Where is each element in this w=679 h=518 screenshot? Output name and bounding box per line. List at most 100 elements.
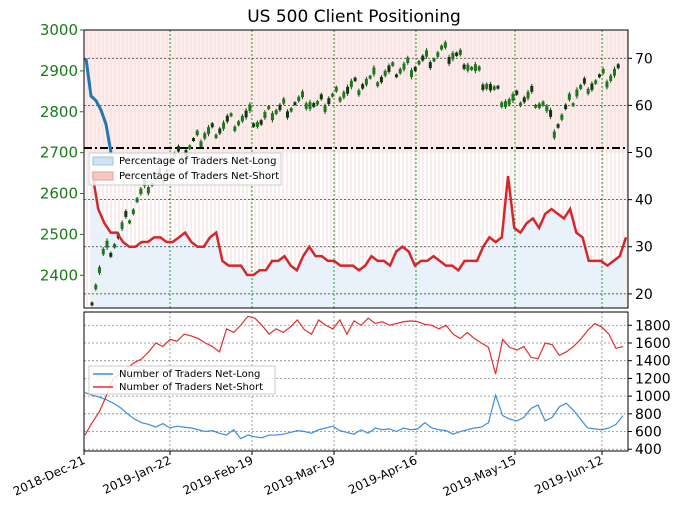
- candle-body: [470, 66, 474, 70]
- candle-body: [526, 91, 530, 99]
- left-tick-label: 2900: [40, 62, 78, 80]
- candle-body: [131, 209, 135, 214]
- top-legend-box: [88, 152, 282, 186]
- candle-body: [364, 78, 368, 85]
- candle-body: [440, 45, 444, 50]
- candle-body: [515, 90, 519, 95]
- candle-body: [379, 76, 383, 83]
- candle-body: [488, 84, 492, 91]
- candle-body: [575, 89, 579, 97]
- candle-body: [530, 85, 534, 92]
- candle-body: [218, 128, 222, 134]
- candle-body: [402, 63, 406, 70]
- candle-body: [188, 145, 192, 149]
- candle-body: [109, 252, 113, 257]
- candle-body: [240, 115, 244, 122]
- candle-body: [293, 102, 297, 106]
- left-tick-label: 3000: [40, 21, 78, 39]
- candle-body: [244, 110, 248, 118]
- candle-body: [473, 64, 477, 72]
- candle-body: [455, 52, 459, 56]
- candle-body: [331, 93, 335, 97]
- candle-body: [398, 68, 402, 74]
- candle-body: [176, 146, 180, 152]
- bottom-right-tick-label: 1000: [635, 389, 671, 405]
- candle-body: [582, 78, 586, 84]
- candle-body: [597, 74, 601, 78]
- legend-label-net-short: Percentage of Traders Net-Short: [119, 171, 279, 182]
- candle-body: [304, 103, 308, 109]
- right-tick-label: 30: [635, 240, 653, 256]
- candle-body: [323, 105, 327, 112]
- short-shade-area: [84, 30, 628, 154]
- bottom-right-tick-label: 600: [635, 425, 662, 441]
- series-count-net-short: [84, 315, 624, 436]
- candle-body: [263, 112, 267, 118]
- candle-body: [146, 187, 150, 194]
- bottom-right-tick-label: 800: [635, 407, 662, 423]
- candle-body: [417, 60, 421, 65]
- candle-body: [124, 211, 128, 217]
- candle-body: [590, 83, 594, 90]
- candle-body: [496, 85, 500, 89]
- candle-body: [537, 103, 541, 108]
- candle-body: [316, 101, 320, 105]
- candle-body: [541, 101, 545, 106]
- candle-body: [338, 97, 342, 102]
- x-tick-label: 2019-Jun-12: [532, 453, 605, 497]
- candle-body: [282, 98, 286, 104]
- candle-body: [579, 85, 583, 89]
- series-count-net-long: [84, 392, 624, 440]
- candle-body: [300, 91, 304, 98]
- bottom-legend-box: [88, 365, 276, 395]
- candle-body: [428, 62, 432, 69]
- candle-body: [346, 86, 350, 94]
- chart-title: US 500 Client Positioning: [247, 7, 461, 27]
- bottom-series-group: [84, 315, 624, 440]
- candle-body: [503, 101, 507, 108]
- candle-body: [485, 83, 489, 89]
- right-tick-label: 70: [635, 51, 653, 67]
- candle-body: [255, 122, 259, 128]
- x-tick-label: 2019-Mar-19: [262, 453, 337, 498]
- candle-body: [534, 104, 538, 108]
- candle-body: [214, 134, 218, 139]
- x-tick-label: 2018-Dec-21: [11, 453, 87, 499]
- candle-body: [410, 70, 414, 78]
- right-tick-label: 50: [635, 146, 653, 162]
- left-axis-ticks: 3000 2900 2800 2700 2600 2500 2400: [40, 21, 84, 284]
- candle-body: [222, 122, 226, 129]
- candle-body: [612, 68, 616, 76]
- candle-body: [413, 67, 417, 71]
- candle-body: [278, 104, 282, 111]
- bottom-panel-frame: [83, 311, 629, 452]
- candle-body: [98, 267, 102, 274]
- candle-body: [519, 102, 523, 107]
- left-tick-label: 2600: [40, 185, 78, 203]
- candle-body: [252, 123, 256, 127]
- right-tick-label: 40: [635, 193, 653, 209]
- candle-body: [229, 113, 233, 117]
- candle-body: [233, 126, 237, 132]
- candle-body: [94, 284, 98, 290]
- candle-body: [394, 74, 398, 78]
- candle-body: [376, 82, 380, 87]
- legend-swatch-net-long: [92, 156, 114, 166]
- top-grid-group: [83, 30, 628, 308]
- candle-body: [327, 98, 331, 105]
- candle-body: [383, 70, 387, 76]
- legend-label-count-long: Number of Traders Net-Long: [119, 369, 260, 380]
- candle-body: [207, 127, 211, 135]
- candle-body: [436, 52, 440, 57]
- long-shade-area: [92, 171, 626, 308]
- x-tick-label: 2019-May-15: [441, 453, 519, 499]
- legend-swatch-net-short: [92, 171, 114, 181]
- candle-body: [406, 57, 410, 63]
- candle-body: [616, 64, 620, 69]
- candle-body: [545, 105, 549, 112]
- candle-body: [353, 77, 357, 82]
- x-tick-label: 2019-Feb-19: [181, 453, 256, 498]
- candle-body: [199, 141, 203, 148]
